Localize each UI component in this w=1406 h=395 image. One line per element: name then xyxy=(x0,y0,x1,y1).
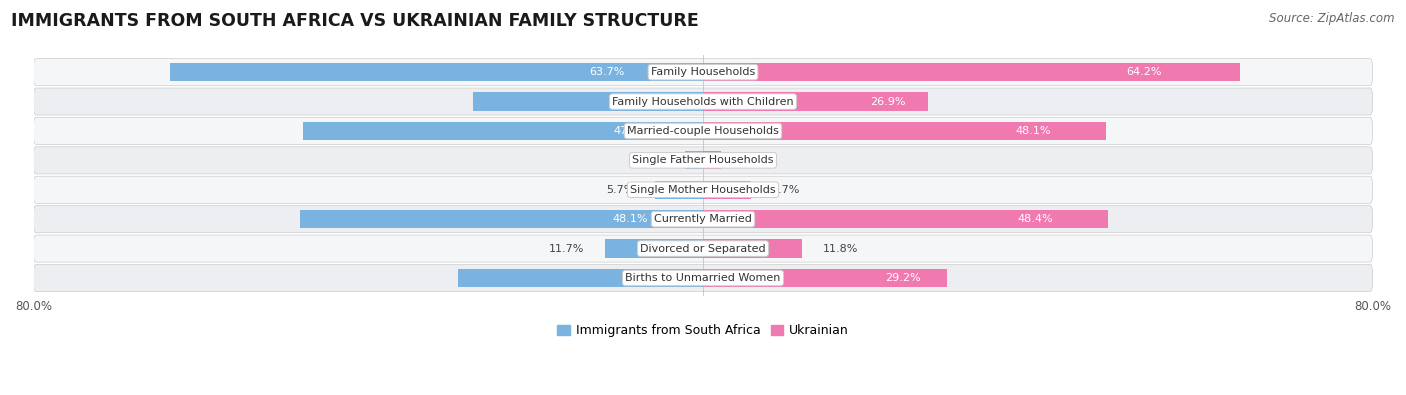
Text: 64.2%: 64.2% xyxy=(1126,67,1161,77)
Bar xyxy=(703,210,1108,228)
Text: 5.7%: 5.7% xyxy=(772,185,800,195)
Text: 5.7%: 5.7% xyxy=(606,185,634,195)
FancyBboxPatch shape xyxy=(34,58,1372,86)
Bar xyxy=(458,269,703,287)
Bar xyxy=(703,239,801,258)
Text: Family Households with Children: Family Households with Children xyxy=(612,96,794,107)
Bar xyxy=(472,92,703,111)
Text: 29.3%: 29.3% xyxy=(641,273,676,283)
Text: 11.7%: 11.7% xyxy=(548,244,583,254)
Text: Currently Married: Currently Married xyxy=(654,214,752,224)
Text: 48.1%: 48.1% xyxy=(1015,126,1050,136)
Bar xyxy=(703,181,751,199)
FancyBboxPatch shape xyxy=(34,235,1372,262)
Legend: Immigrants from South Africa, Ukrainian: Immigrants from South Africa, Ukrainian xyxy=(553,320,853,342)
FancyBboxPatch shape xyxy=(34,176,1372,203)
Bar xyxy=(703,269,948,287)
Text: 48.1%: 48.1% xyxy=(613,214,648,224)
Text: 48.4%: 48.4% xyxy=(1018,214,1053,224)
FancyBboxPatch shape xyxy=(34,265,1372,292)
FancyBboxPatch shape xyxy=(34,147,1372,174)
Text: Divorced or Separated: Divorced or Separated xyxy=(640,244,766,254)
Text: 27.5%: 27.5% xyxy=(644,96,679,107)
Text: Births to Unmarried Women: Births to Unmarried Women xyxy=(626,273,780,283)
Text: Single Father Households: Single Father Households xyxy=(633,155,773,166)
Text: 2.1%: 2.1% xyxy=(741,155,770,166)
FancyBboxPatch shape xyxy=(34,117,1372,145)
FancyBboxPatch shape xyxy=(34,206,1372,233)
Bar xyxy=(170,63,703,81)
Text: 47.8%: 47.8% xyxy=(613,126,648,136)
Bar xyxy=(655,181,703,199)
Bar xyxy=(605,239,703,258)
Bar xyxy=(686,151,703,169)
Text: 29.2%: 29.2% xyxy=(886,273,921,283)
Text: 26.9%: 26.9% xyxy=(870,96,905,107)
Bar xyxy=(703,92,928,111)
Bar xyxy=(301,210,703,228)
Text: 11.8%: 11.8% xyxy=(823,244,858,254)
Bar xyxy=(703,122,1105,140)
Bar xyxy=(703,151,720,169)
FancyBboxPatch shape xyxy=(34,88,1372,115)
Text: IMMIGRANTS FROM SOUTH AFRICA VS UKRAINIAN FAMILY STRUCTURE: IMMIGRANTS FROM SOUTH AFRICA VS UKRAINIA… xyxy=(11,12,699,30)
Text: Family Households: Family Households xyxy=(651,67,755,77)
Text: Source: ZipAtlas.com: Source: ZipAtlas.com xyxy=(1270,12,1395,25)
Text: Single Mother Households: Single Mother Households xyxy=(630,185,776,195)
Bar xyxy=(703,63,1240,81)
Text: Married-couple Households: Married-couple Households xyxy=(627,126,779,136)
Text: 2.1%: 2.1% xyxy=(636,155,665,166)
Text: 63.7%: 63.7% xyxy=(589,67,624,77)
Bar xyxy=(302,122,703,140)
